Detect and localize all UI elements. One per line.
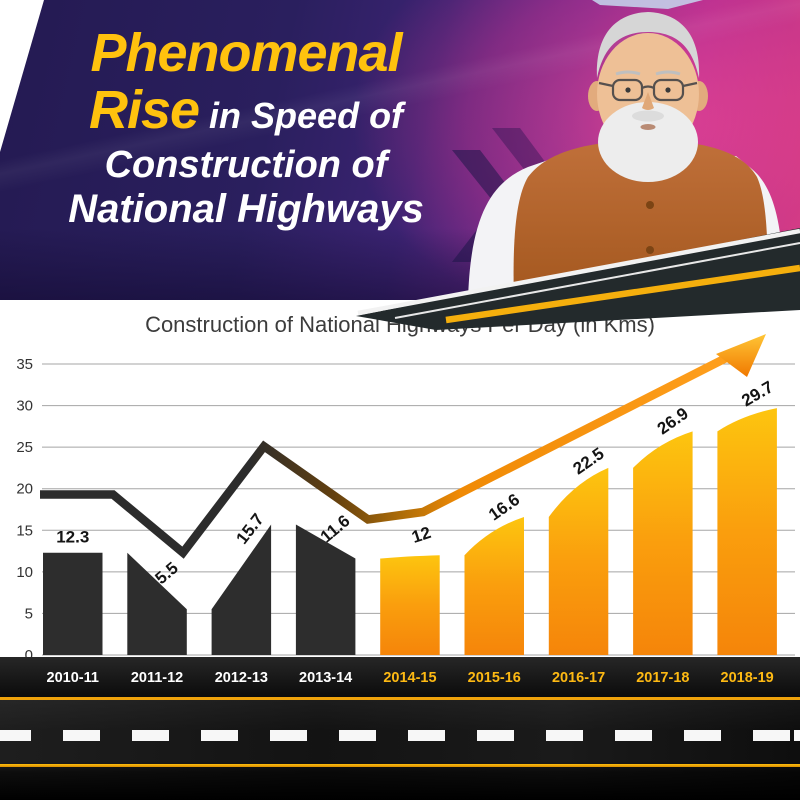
x-label-2010-11: 2010-11	[47, 670, 99, 686]
y-tick-5: 5	[25, 605, 33, 622]
road-dash-line	[0, 730, 800, 741]
x-label-2016-17: 2016-17	[552, 670, 605, 686]
x-label-2014-15: 2014-15	[383, 670, 436, 686]
trend-arrowhead	[716, 334, 766, 377]
title-line-1: Phenomenal	[90, 23, 402, 83]
bar-2016-17	[548, 467, 609, 655]
bar-2017-18	[633, 431, 693, 655]
road-edge-line	[0, 764, 800, 767]
title-line-4: National Highways	[68, 186, 424, 231]
bar-2014-15	[380, 555, 440, 655]
axis-accent-line	[0, 697, 800, 700]
road-footer	[0, 700, 800, 800]
title-line-3: Construction of	[104, 144, 388, 187]
x-label-2015-16: 2015-16	[468, 670, 521, 686]
title-line-2: Rise in Speed of	[28, 83, 464, 138]
y-tick-20: 20	[16, 481, 33, 498]
y-tick-25: 25	[16, 439, 33, 456]
x-label-2018-19: 2018-19	[721, 670, 774, 686]
y-tick-30: 30	[16, 398, 33, 415]
value-label-2014-15: 12	[409, 523, 433, 547]
trend-line	[40, 348, 739, 559]
y-tick-0: 0	[25, 647, 33, 664]
x-label-2013-14: 2013-14	[299, 670, 352, 686]
x-label-2012-13: 2012-13	[215, 670, 268, 686]
value-label-2015-16: 16.6	[485, 490, 523, 525]
y-tick-35: 35	[16, 356, 33, 373]
title-in-speed-of: in Speed of	[199, 95, 404, 137]
bar-2018-19	[717, 408, 777, 655]
bar-2012-13	[211, 524, 272, 655]
value-label-2010-11: 12.3	[56, 528, 89, 547]
bar-2015-16	[464, 516, 524, 655]
x-label-2011-12: 2011-12	[131, 670, 183, 686]
y-tick-15: 15	[16, 522, 33, 539]
bar-2013-14	[295, 524, 356, 655]
bar-2010-11	[43, 552, 103, 655]
x-axis-band	[0, 657, 800, 697]
title-rise: Rise	[88, 80, 200, 141]
bar-2011-12	[127, 552, 187, 655]
x-label-2017-18: 2017-18	[636, 670, 689, 686]
y-tick-10: 10	[16, 564, 33, 581]
value-label-2017-18: 26.9	[654, 404, 692, 439]
hero-title: Phenomenal Rise in Speed of Construction…	[28, 23, 464, 231]
